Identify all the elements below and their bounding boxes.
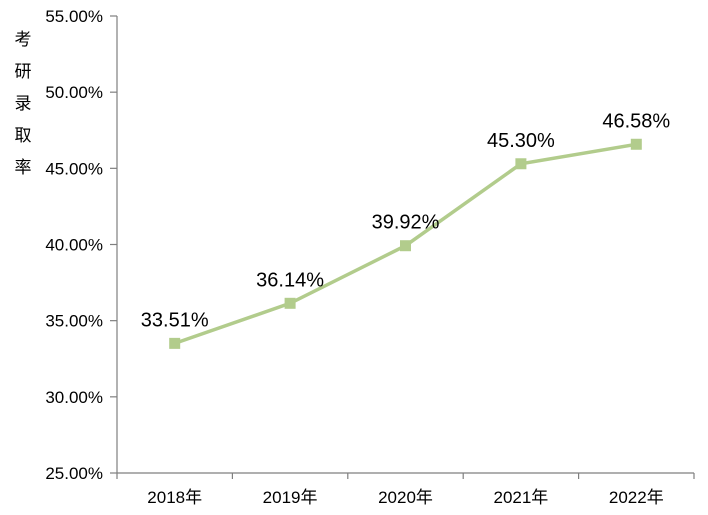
data-point-marker <box>400 240 411 252</box>
y-axis-title: 考研录取率 <box>11 24 35 184</box>
data-point-label: 33.51% <box>141 309 209 331</box>
x-category-label: 2022年 <box>609 488 664 507</box>
y-axis-title-char: 取 <box>14 126 32 145</box>
data-point-label: 36.14% <box>256 269 324 291</box>
data-point-marker <box>630 138 642 150</box>
y-axis-title-char: 考 <box>14 30 32 49</box>
y-axis-title-char: 录 <box>14 94 32 113</box>
y-axis-title-char: 率 <box>14 158 32 177</box>
data-point-marker <box>284 297 296 309</box>
data-point-label: 45.30% <box>487 130 555 152</box>
data-point-marker <box>515 158 527 170</box>
data-point-marker <box>169 337 181 349</box>
x-category-label: 2018年 <box>147 488 202 507</box>
y-tick-label: 30.00% <box>45 388 103 407</box>
x-category-label: 2019年 <box>263 488 318 507</box>
y-tick-label: 55.00% <box>45 7 103 26</box>
data-point-label: 46.58% <box>602 110 670 132</box>
data-point-label: 39.92% <box>372 212 440 234</box>
y-tick-label: 50.00% <box>45 83 103 102</box>
y-tick-label: 25.00% <box>45 464 103 483</box>
y-tick-label: 35.00% <box>45 312 103 331</box>
x-category-label: 2021年 <box>493 488 548 507</box>
y-tick-label: 40.00% <box>45 236 103 255</box>
x-category-label: 2020年 <box>378 488 433 507</box>
y-axis-title-char: 研 <box>14 62 32 81</box>
y-tick-label: 45.00% <box>45 159 103 178</box>
